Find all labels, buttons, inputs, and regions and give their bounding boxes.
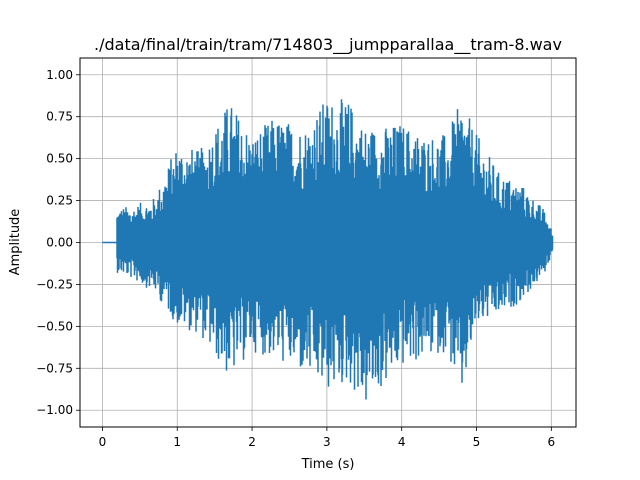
chart-title: ./data/final/train/tram/714803__jumppara… [94,35,562,55]
y-tick-label: 0.75 [46,110,73,124]
y-axis-label: Amplitude [8,209,23,276]
x-tick-label: 1 [173,435,181,449]
y-axis: −1.00 −0.75 −0.50 −0.25 0.00 0.25 0.50 0.75 1.00 [36,68,80,417]
x-tick-label: 6 [547,435,555,449]
y-tick-label: 1.00 [46,68,73,82]
y-tick-label: −1.00 [36,403,73,417]
x-tick-label: 0 [99,435,107,449]
x-tick-label: 3 [323,435,331,449]
y-tick-label: −0.75 [36,361,73,375]
y-tick-label: −0.50 [36,319,73,333]
y-tick-label: 0.00 [46,236,73,250]
x-tick-label: 5 [473,435,481,449]
x-axis-label: Time (s) [301,457,355,472]
x-tick-label: 4 [398,435,406,449]
x-tick-label: 2 [248,435,256,449]
y-tick-label: 0.25 [46,194,73,208]
y-tick-label: −0.25 [36,277,73,291]
x-axis: 0 1 2 3 4 5 6 [99,427,555,449]
y-tick-label: 0.50 [46,152,73,166]
waveform-line [102,99,554,400]
series-layer [102,99,554,400]
